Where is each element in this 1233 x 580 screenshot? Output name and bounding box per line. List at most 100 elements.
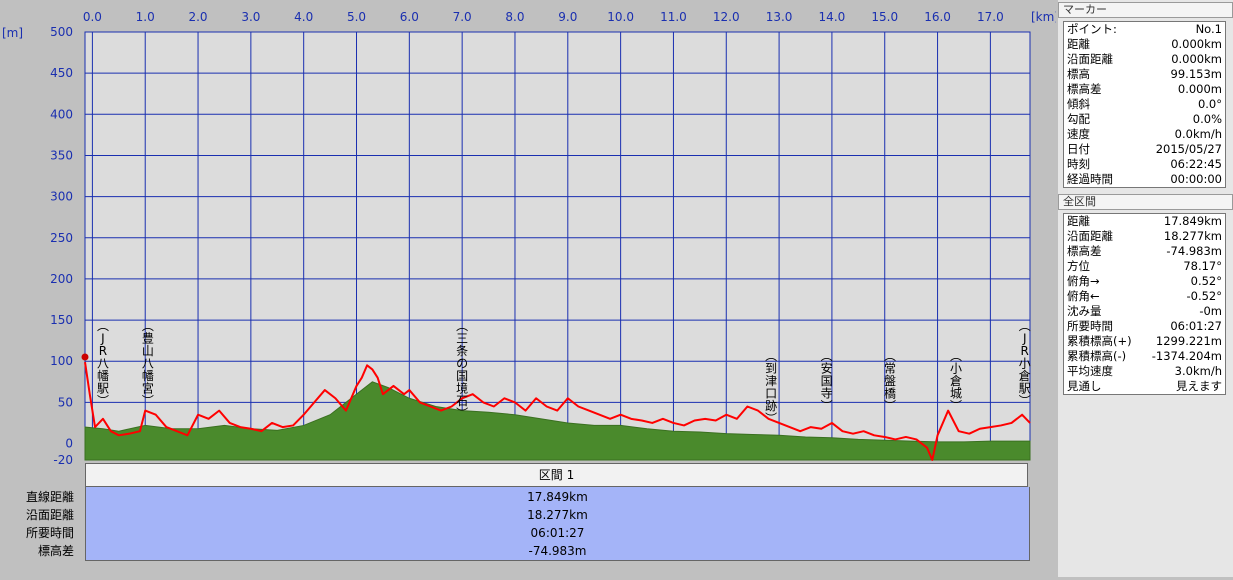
marker-value: 0.0km/h bbox=[1174, 127, 1222, 141]
marker-row: 標高 99.153m bbox=[1064, 67, 1225, 82]
whole-value: -0m bbox=[1199, 304, 1222, 318]
whole-row: 所要時間 06:01:27 bbox=[1064, 319, 1225, 334]
whole-value: -1374.204m bbox=[1151, 349, 1222, 363]
marker-label: 標高 bbox=[1067, 67, 1090, 81]
whole-value: -74.983m bbox=[1166, 244, 1222, 258]
marker-value: 0.0° bbox=[1197, 97, 1222, 111]
x-tick-label: 2.0 bbox=[188, 10, 207, 24]
x-tick-label: 6.0 bbox=[400, 10, 419, 24]
whole-value: 06:01:27 bbox=[1170, 319, 1222, 333]
summary-row: 17.849km bbox=[86, 488, 1029, 506]
whole-row: 俯角→ 0.52° bbox=[1064, 274, 1225, 289]
whole-value: 78.17° bbox=[1183, 259, 1222, 273]
place-annotation: ︵豊山八幡宮︶ bbox=[142, 319, 154, 408]
section-header[interactable]: 区間 1 bbox=[85, 463, 1028, 487]
x-tick-label: 5.0 bbox=[347, 10, 366, 24]
y-tick-label: 100 bbox=[50, 354, 73, 368]
whole-value: 見えます bbox=[1176, 379, 1222, 393]
whole-row: 距離 17.849km bbox=[1064, 214, 1225, 229]
whole-row: 平均速度 3.0km/h bbox=[1064, 364, 1225, 379]
whole-label: 見通し bbox=[1067, 379, 1102, 393]
whole-label: 標高差 bbox=[1067, 244, 1102, 258]
marker-row: 速度 0.0km/h bbox=[1064, 127, 1225, 142]
x-tick-label: 12.0 bbox=[713, 10, 740, 24]
place-annotation: ︵常盤橋︶ bbox=[884, 349, 896, 413]
whole-value: 0.52° bbox=[1190, 274, 1222, 288]
marker-value: 0.0% bbox=[1192, 112, 1222, 126]
whole-row: 沈み量 -0m bbox=[1064, 304, 1225, 319]
marker-row: 沿面距離 0.000km bbox=[1064, 52, 1225, 67]
x-tick-label: 16.0 bbox=[924, 10, 951, 24]
marker-label: 傾斜 bbox=[1067, 97, 1090, 111]
whole-row: 累積標高(+) 1299.221m bbox=[1064, 334, 1225, 349]
y-tick-label: 450 bbox=[50, 66, 73, 80]
summary-label: 所要時間 bbox=[25, 526, 74, 540]
whole-label: 俯角→ bbox=[1067, 274, 1100, 288]
whole-label: 沈み量 bbox=[1067, 304, 1102, 318]
marker-panel-header[interactable]: マーカー bbox=[1058, 2, 1233, 18]
whole-row: 累積標高(-) -1374.204m bbox=[1064, 349, 1225, 364]
x-tick-label: 4.0 bbox=[294, 10, 313, 24]
summary-value: -74.983m bbox=[528, 544, 587, 558]
whole-label: 沿面距離 bbox=[1067, 229, 1113, 243]
whole-label: 累積標高(-) bbox=[1067, 349, 1127, 363]
summary-value: 06:01:27 bbox=[530, 526, 585, 540]
whole-value: 18.277km bbox=[1163, 229, 1222, 243]
y-tick-label: 150 bbox=[50, 313, 73, 327]
marker-label: 経過時間 bbox=[1067, 172, 1113, 186]
y-tick-label: 250 bbox=[50, 231, 73, 245]
whole-label: 所要時間 bbox=[1067, 319, 1113, 333]
x-unit-label: [km] bbox=[1031, 10, 1056, 24]
summary-label: 直線距離 bbox=[25, 490, 74, 504]
route-elevation-line[interactable] bbox=[84, 361, 1031, 461]
whole-label: 累積標高(+) bbox=[1067, 334, 1132, 348]
marker-value: No.1 bbox=[1195, 22, 1222, 36]
whole-value: 17.849km bbox=[1163, 214, 1222, 228]
summary-row: -74.983m bbox=[86, 542, 1029, 560]
whole-panel-header[interactable]: 全区間 bbox=[1058, 194, 1233, 210]
marker-panel: ポイント: No.1 距離 0.000km 沿面距離 0.000km 標高 99.153… bbox=[1063, 21, 1226, 188]
marker-value: 2015/05/27 bbox=[1155, 142, 1222, 156]
marker-label: 日付 bbox=[1067, 142, 1090, 156]
summary-label: 標高差 bbox=[37, 544, 74, 558]
x-tick-label: 11.0 bbox=[660, 10, 687, 24]
x-tick-label: 15.0 bbox=[871, 10, 898, 24]
marker-label: 時刻 bbox=[1067, 157, 1090, 171]
section-summary: 17.849km 18.277km 06:01:27 -74.983m bbox=[85, 487, 1030, 561]
y-tick-label: 0 bbox=[65, 437, 73, 451]
section-title: 区間 1 bbox=[538, 468, 575, 482]
marker-value: 0.000km bbox=[1171, 52, 1222, 66]
marker-label: 距離 bbox=[1067, 37, 1090, 51]
y-tick-label: 50 bbox=[58, 395, 73, 409]
y-tick-label: -20 bbox=[53, 453, 73, 467]
summary-row: 06:01:27 bbox=[86, 524, 1029, 542]
start-marker-icon[interactable] bbox=[81, 353, 89, 361]
marker-row: 日付 2015/05/27 bbox=[1064, 142, 1225, 157]
marker-row: 傾斜 0.0° bbox=[1064, 97, 1225, 112]
summary-value: 18.277km bbox=[527, 508, 588, 522]
summary-row: 18.277km bbox=[86, 506, 1029, 524]
x-tick-label: 9.0 bbox=[558, 10, 577, 24]
marker-label: ポイント: bbox=[1067, 22, 1117, 36]
y-tick-label: 400 bbox=[50, 107, 73, 121]
place-annotation: ︵安国寺︶ bbox=[821, 349, 833, 413]
terrain-area bbox=[84, 381, 1031, 461]
marker-row: 標高差 0.000m bbox=[1064, 82, 1225, 97]
x-tick-label: 7.0 bbox=[453, 10, 472, 24]
y-tick-label: 300 bbox=[50, 190, 73, 204]
y-tick-label: 200 bbox=[50, 272, 73, 286]
summary-value: 17.849km bbox=[527, 490, 588, 504]
marker-value: 0.000m bbox=[1177, 82, 1222, 96]
whole-row: 方位 78.17° bbox=[1064, 259, 1225, 274]
marker-row: 距離 0.000km bbox=[1064, 37, 1225, 52]
whole-value: -0.52° bbox=[1186, 289, 1222, 303]
marker-label: 沿面距離 bbox=[1067, 52, 1113, 66]
elevation-chart-svg[interactable]: ︵ J R 八幡駅︶ ︵豊山八幡宮︶ ︵三条の国境石︶ ︵到津口跡︶ ︵安国寺︶ ︵常盤橋︶ ︵小… bbox=[0, 0, 1059, 577]
marker-row: 経過時間 00:00:00 bbox=[1064, 172, 1225, 187]
whole-label: 俯角← bbox=[1067, 289, 1100, 303]
x-tick-label: 10.0 bbox=[607, 10, 634, 24]
whole-label: 方位 bbox=[1067, 259, 1090, 273]
marker-row: 時刻 06:22:45 bbox=[1064, 157, 1225, 172]
marker-value: 00:00:00 bbox=[1170, 172, 1222, 186]
summary-label: 沿面距離 bbox=[25, 508, 74, 522]
